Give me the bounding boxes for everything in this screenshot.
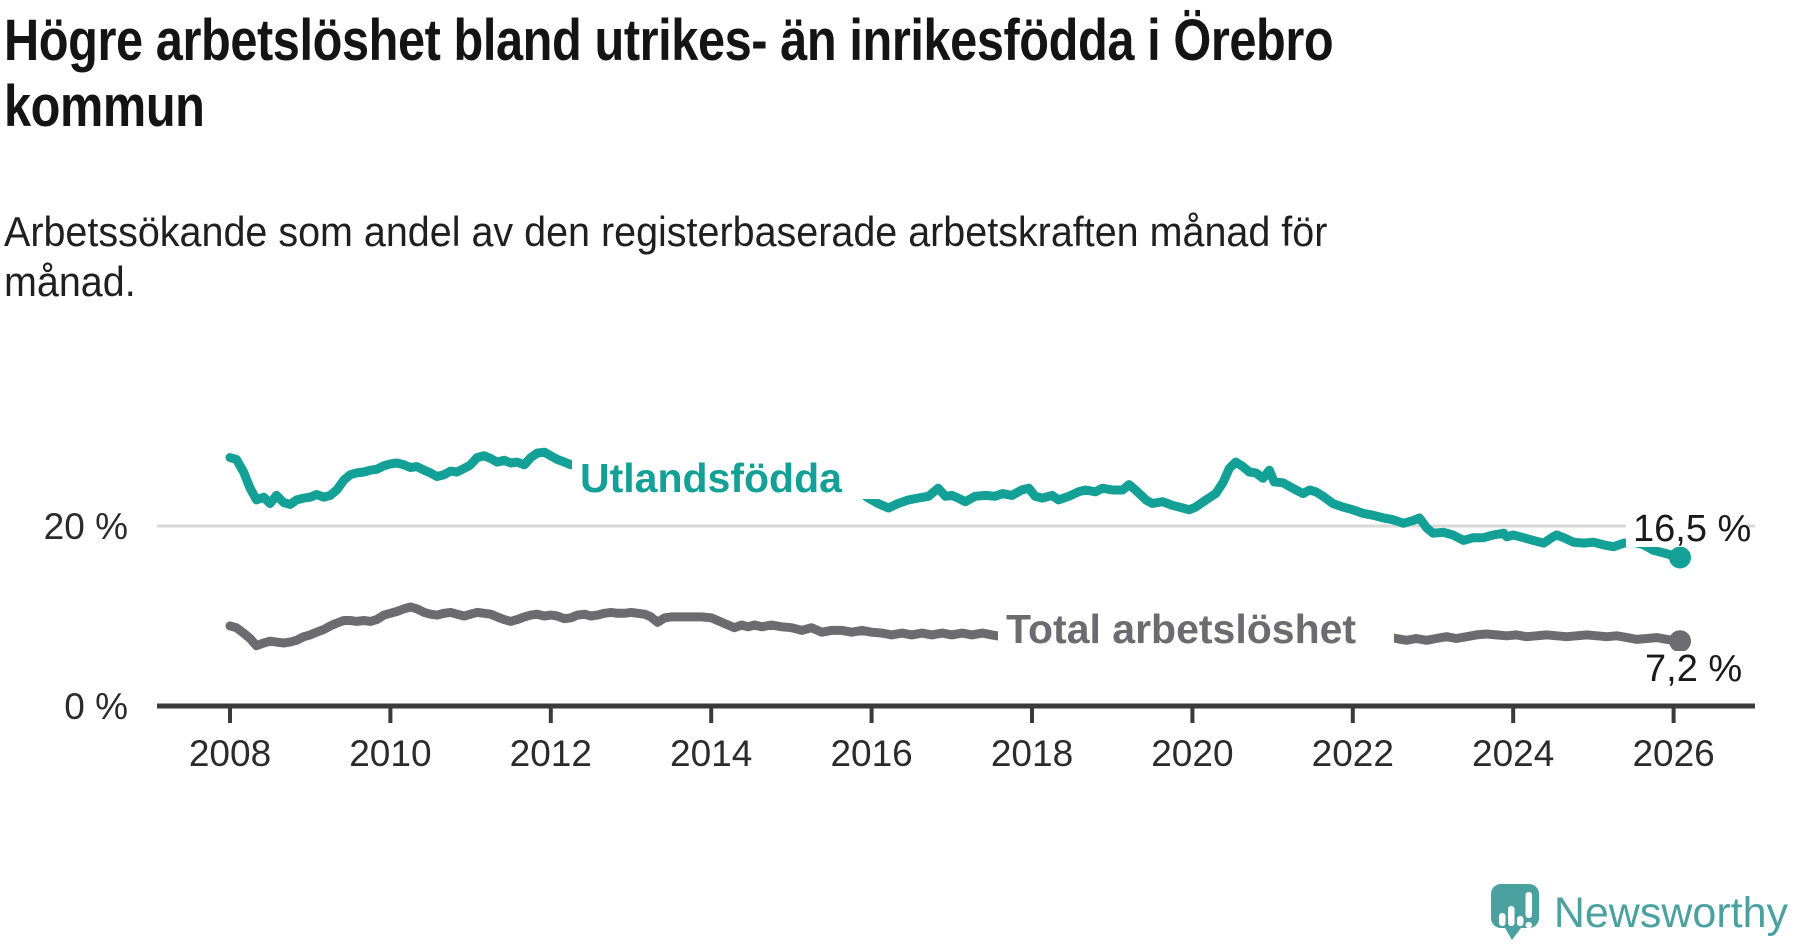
x-tick-label: 2010 bbox=[349, 733, 431, 774]
newsworthy-logo-text: Newsworthy bbox=[1553, 888, 1788, 937]
data-series bbox=[225, 447, 1685, 651]
x-tick-label: 2008 bbox=[189, 733, 271, 774]
x-tick-label: 2016 bbox=[830, 733, 912, 774]
series-label-total-arbetsl-shet: Total arbetslöshet bbox=[1006, 606, 1356, 652]
series-line-total-arbetsl-shet bbox=[225, 602, 1685, 651]
x-tick-label: 2020 bbox=[1151, 733, 1233, 774]
series-end-dot-utlandsf-dda bbox=[1669, 546, 1692, 569]
series-end-dot-total-arbetsl-shet bbox=[1669, 630, 1692, 653]
chart-labels: Utlandsfödda Total arbetslöshet 16,5 % 7,2 … bbox=[572, 451, 1751, 690]
x-tick-label: 2012 bbox=[510, 733, 592, 774]
series-label-mask bbox=[572, 451, 894, 499]
newsworthy-branding: Newsworthy bbox=[1490, 884, 1788, 942]
page-subtitle: Arbetssökande som andel av den registerb… bbox=[4, 208, 1328, 305]
x-tick-label: 2014 bbox=[670, 733, 752, 774]
y-tick-label: 20 % bbox=[44, 506, 128, 547]
end-label-mask bbox=[1638, 651, 1730, 687]
axes: 20 % 0 % 2008 2010 2012 2014 2016 2018 2020 2022 2… bbox=[44, 506, 1755, 774]
page-title: Högre arbetslöshet bland utrikes- än inr… bbox=[4, 8, 1334, 139]
x-tick-label: 2022 bbox=[1312, 733, 1394, 774]
series-line-utlandsf-dda bbox=[225, 447, 1685, 562]
end-label-mask bbox=[1626, 509, 1742, 547]
end-value-label-total-arbetsl-shet: 7,2 % bbox=[1645, 648, 1742, 690]
x-tick-label: 2018 bbox=[991, 733, 1073, 774]
series-label-utlandsf-dda: Utlandsfödda bbox=[580, 455, 843, 501]
series-label-mask bbox=[998, 602, 1394, 650]
x-tick-label: 2024 bbox=[1472, 733, 1554, 774]
y-tick-label: 0 % bbox=[64, 686, 128, 727]
end-value-label-utlandsf-dda: 16,5 % bbox=[1633, 508, 1751, 550]
x-tick-label: 2026 bbox=[1632, 733, 1714, 774]
newsworthy-logo-icon bbox=[1490, 884, 1539, 940]
